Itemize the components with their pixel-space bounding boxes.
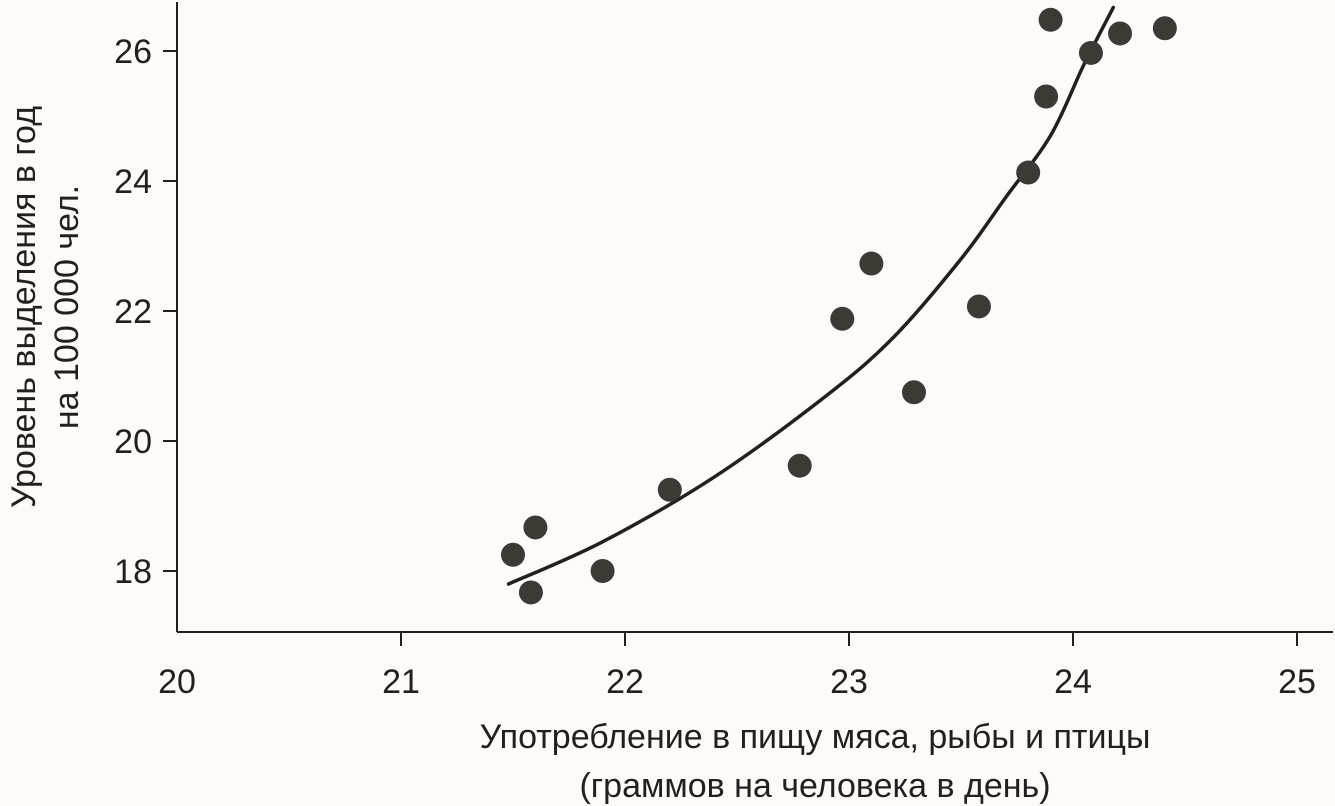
x-tick-label: 25 [1278, 663, 1316, 701]
y-axis-label-line-1: Уровень выделения в год [5, 106, 43, 508]
x-tick-label: 23 [830, 663, 868, 701]
x-ticks: 20 21 22 23 24 25 [158, 632, 1316, 701]
y-tick-label: 26 [114, 33, 152, 71]
trend-curve [506, 5, 1116, 586]
data-point [787, 453, 812, 478]
axes [176, 2, 1333, 633]
data-points [501, 7, 1177, 605]
y-ticks: 18 20 22 24 26 [114, 33, 177, 591]
y-tick-label: 22 [114, 293, 152, 331]
data-point [901, 380, 926, 405]
data-point [830, 306, 855, 331]
data-point [523, 515, 548, 540]
y-tick-label: 18 [114, 553, 152, 591]
x-axis-label-line-1: Употребление в пищу мяса, рыбы и птицы [480, 718, 1151, 756]
data-point [859, 251, 884, 276]
data-point [657, 477, 682, 502]
x-axis-label-line-2: (граммов на человека в день) [579, 767, 1050, 805]
data-point [1016, 160, 1041, 185]
x-tick-label: 20 [158, 663, 196, 701]
x-tick-label: 24 [1054, 663, 1092, 701]
data-point [518, 580, 543, 605]
data-point [590, 559, 615, 583]
x-tick-label: 21 [382, 663, 420, 701]
data-point [1034, 84, 1059, 109]
y-axis-label-line-2: на 100 000 чел. [48, 185, 86, 429]
y-tick-label: 20 [114, 423, 152, 461]
data-point [966, 294, 991, 319]
data-point [501, 542, 525, 567]
y-tick-label: 24 [114, 163, 152, 201]
x-tick-label: 22 [606, 663, 644, 701]
data-point [1038, 7, 1063, 32]
data-point [1108, 21, 1133, 46]
data-point [1078, 40, 1103, 65]
data-point [1152, 16, 1177, 41]
